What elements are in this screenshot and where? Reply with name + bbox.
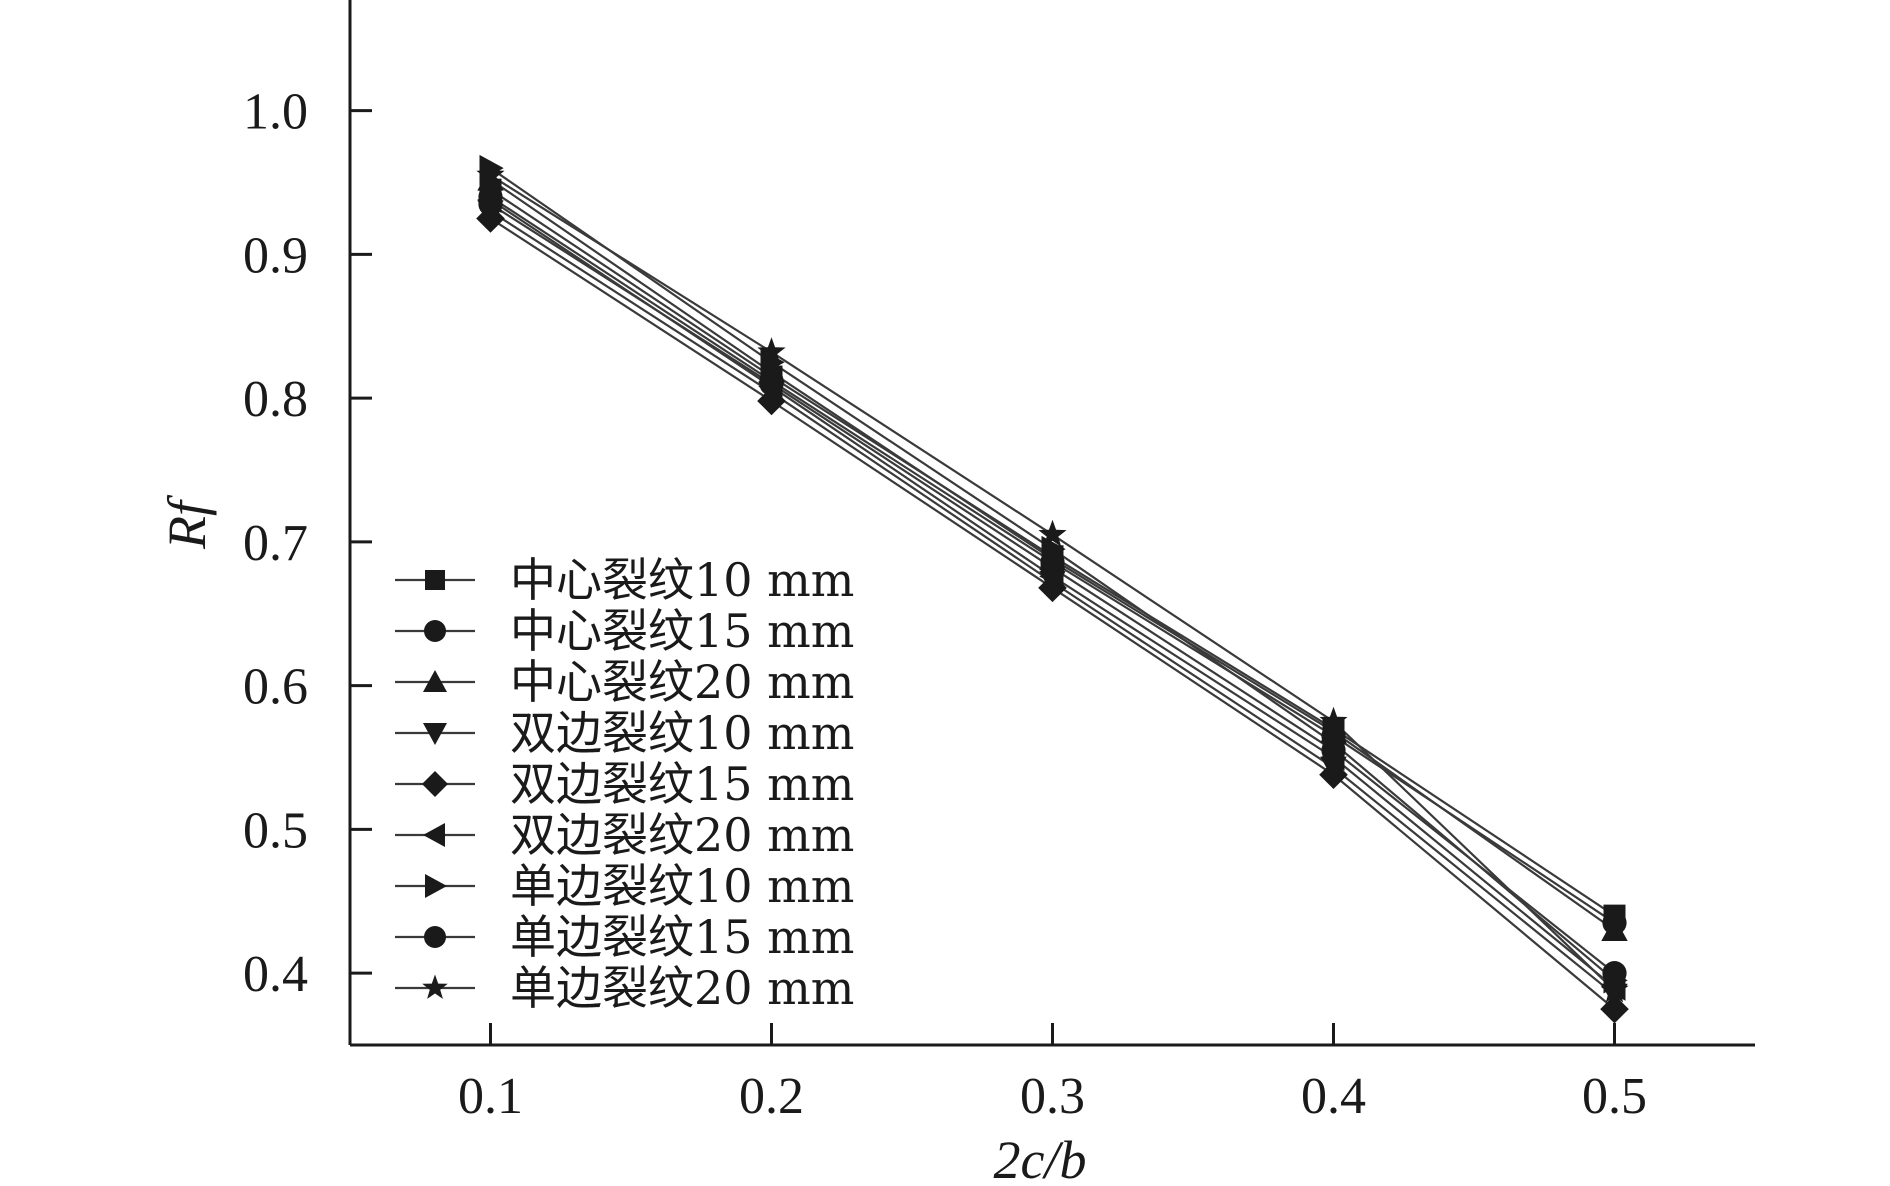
data-point-s8-5 xyxy=(1602,961,1627,986)
legend-marker xyxy=(425,874,447,898)
data-point-s5-5 xyxy=(1600,994,1629,1024)
data-point-s5-2 xyxy=(757,386,786,416)
legend-label: 双边裂纹20 mm xyxy=(510,808,854,862)
legend-label: 中心裂纹10 mm xyxy=(510,553,854,607)
data-point-s5-4 xyxy=(1319,760,1348,790)
data-point-s9-3 xyxy=(1038,519,1067,547)
legend-marker xyxy=(423,670,447,692)
x-tick-label: 0.1 xyxy=(458,1068,523,1125)
legend-label: 单边裂纹20 mm xyxy=(510,961,854,1015)
legend-marker xyxy=(423,723,447,745)
legend-marker xyxy=(424,620,446,642)
legend-label: 中心裂纹15 mm xyxy=(510,604,854,658)
x-tick-label: 0.2 xyxy=(739,1068,804,1125)
x-axis-title: 2c/b xyxy=(994,1130,1087,1186)
y-tick-label: 0.9 xyxy=(243,227,308,284)
data-point-s8-4 xyxy=(1321,738,1346,763)
x-tick-label: 0.5 xyxy=(1582,1068,1647,1125)
legend-marker xyxy=(422,974,448,999)
data-point-s9-5 xyxy=(1600,975,1629,1003)
data-point-s8-2 xyxy=(759,371,784,396)
legend-label: 双边裂纹10 mm xyxy=(510,706,854,760)
data-point-s8-3 xyxy=(1040,555,1065,580)
legend-label: 双边裂纹15 mm xyxy=(510,757,854,811)
series-markers xyxy=(476,154,1629,1024)
y-tick-label: 1.0 xyxy=(243,84,308,141)
legend-marker xyxy=(424,926,446,948)
data-point-s3-5 xyxy=(1601,916,1628,941)
y-tick-label: 0.7 xyxy=(243,515,308,572)
data-point-s9-1 xyxy=(476,160,505,188)
y-tick-label: 0.6 xyxy=(243,659,308,716)
legend-marker xyxy=(423,823,445,847)
legend-marker xyxy=(425,570,445,590)
legend-label: 单边裂纹10 mm xyxy=(510,859,854,913)
y-tick-label: 0.5 xyxy=(243,802,308,859)
legend-marker xyxy=(422,771,448,797)
x-tick-label: 0.3 xyxy=(1020,1068,1085,1125)
axes: 1.0 0.9 0.8 0.7 0.6 0.5 0.4 0.1 0.2 0.3 0.4 0.5 xyxy=(243,0,1755,1125)
legend-label: 中心裂纹20 mm xyxy=(510,655,854,709)
y-tick-label: 0.8 xyxy=(243,371,308,428)
data-point-s8-1 xyxy=(478,191,503,217)
data-point-s9-2 xyxy=(757,337,786,365)
y-tick-label: 0.4 xyxy=(243,946,308,1003)
x-tick-label: 0.4 xyxy=(1301,1068,1366,1125)
data-point-s9-4 xyxy=(1319,706,1348,734)
data-point-s5-3 xyxy=(1038,573,1067,603)
legend-label: 单边裂纹15 mm xyxy=(510,910,854,964)
y-axis-title: Rf xyxy=(157,494,217,550)
